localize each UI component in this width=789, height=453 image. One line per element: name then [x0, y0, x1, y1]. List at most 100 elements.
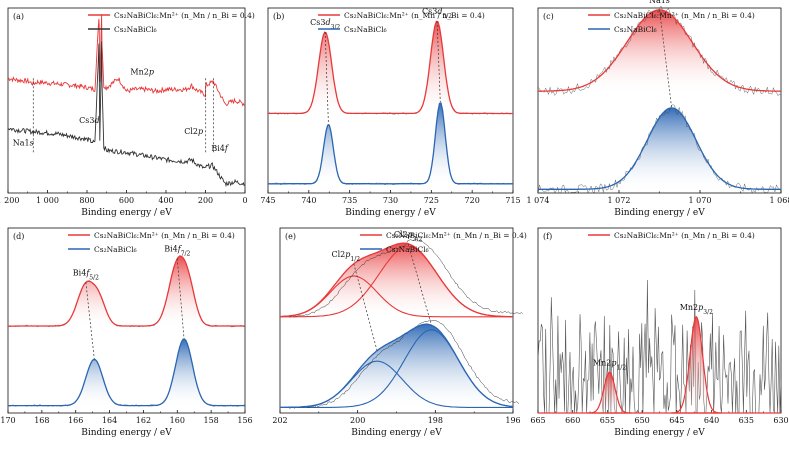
plot-frame	[7, 7, 246, 194]
x-tick-label: 156	[237, 416, 252, 425]
panel-label: (f)	[543, 232, 552, 241]
panel-1: 745 740 735 730 725 720 715 Binding energy / eV…	[260, 7, 520, 218]
x-tick-label: 198	[428, 416, 443, 425]
x-tick-label: 158	[204, 416, 219, 425]
x-axis-label: Binding energy / eV	[345, 208, 436, 218]
doped-fit-line	[538, 9, 781, 92]
x-axis-label: Binding energy / eV	[81, 428, 172, 438]
x-tick-label: 168	[34, 416, 49, 425]
peak-label: Bi4f5/2	[73, 268, 99, 281]
x-tick-label: 1 000	[36, 196, 59, 205]
x-tick-label: 202	[272, 416, 287, 425]
x-tick-label: 735	[342, 196, 357, 205]
x-tick-label: 725	[424, 196, 439, 205]
panel-label: (c)	[543, 12, 554, 21]
x-tick-label: 645	[669, 416, 684, 425]
x-tick-label: 0	[242, 196, 247, 205]
x-tick-label: 745	[260, 196, 275, 205]
panel-label: (d)	[13, 232, 24, 241]
x-tick-label: 640	[704, 416, 719, 425]
legend-doped: Cs₂NaBiCl₆:Mn²⁺ (n_Mn / n_Bi = 0.4)	[114, 11, 255, 20]
x-tick-label: 200	[350, 416, 365, 425]
x-tick-label: 1 068	[770, 196, 789, 205]
panel-3: 170 168 166 164 162 160 158 156 Binding energy /…	[0, 227, 253, 438]
peak-label: Mn2p3/2	[680, 303, 713, 316]
x-tick-label: 196	[505, 416, 520, 425]
peak-label: Cl2p	[184, 127, 203, 136]
peak-shift-guide	[436, 20, 441, 103]
plot-frame	[7, 227, 246, 414]
x-axis-label: Binding energy / eV	[81, 208, 172, 218]
legend-doped: Cs₂NaBiCl₆:Mn²⁺ (n_Mn / n_Bi = 0.4)	[94, 231, 235, 240]
peak-label: Cl2p1/2	[332, 250, 361, 263]
doped-fill	[268, 21, 513, 114]
undoped-fill	[538, 107, 781, 190]
panel-4: 202 200 198 196 Binding energy / eV (e) Cl2p1/…	[272, 227, 527, 438]
x-tick-label: 170	[0, 416, 15, 425]
legend-doped: Cs₂NaBiCl₆:Mn²⁺ (n_Mn / n_Bi = 0.4)	[614, 231, 755, 240]
peak-label: Cs3d	[79, 116, 99, 125]
x-tick-label: 1 070	[689, 196, 712, 205]
peak-label: Bi4f	[211, 144, 230, 153]
legend-undoped: Cs₂NaBiCl₆	[344, 25, 387, 34]
doped-fill	[8, 256, 245, 327]
raw-data-line	[537, 279, 782, 414]
x-tick-label: 400	[158, 196, 173, 205]
undoped-fit-line	[268, 102, 513, 185]
x-tick-label: 740	[301, 196, 316, 205]
x-axis-label: Binding energy / eV	[351, 428, 442, 438]
undoped-fill	[268, 103, 513, 184]
peak-label: Na1s	[649, 0, 670, 5]
peak-shift-guide	[324, 32, 329, 125]
plot-frame	[267, 7, 514, 194]
raw-data-line	[7, 338, 246, 407]
peak-shift-guide	[176, 258, 185, 340]
panel-2: 1 074 1 072 1 070 1 068 Binding energy / eV (…	[527, 0, 789, 218]
peak-label: Mn2p1/2	[593, 358, 626, 371]
panel-5: 665 660 655 650 645 640 635 630 Binding energy /…	[530, 227, 789, 438]
legend-doped: Cs₂NaBiCl₆:Mn²⁺ (n_Mn / n_Bi = 0.4)	[386, 231, 527, 240]
peak-label: Mn2p	[130, 67, 154, 76]
panel-label: (a)	[13, 12, 24, 21]
panel-0: 1 200 1 000 800 600 400 200 0 Binding energy / …	[0, 7, 255, 218]
doped-fit-line	[280, 242, 513, 318]
raw-data-line	[285, 319, 519, 409]
x-tick-label: 630	[773, 416, 788, 425]
peak-label: Cl2p3/2	[394, 230, 423, 243]
doped-fit-line	[8, 255, 245, 327]
legend-undoped: Cs₂NaBiCl₆	[386, 245, 429, 254]
peak-label: Bi4f7/2	[164, 245, 190, 258]
x-tick-label: 164	[102, 416, 117, 425]
x-tick-label: 166	[68, 416, 83, 425]
legend-doped: Cs₂NaBiCl₆:Mn²⁺ (n_Mn / n_Bi = 0.4)	[614, 11, 755, 20]
raw-data-line	[289, 238, 523, 318]
x-tick-label: 655	[600, 416, 615, 425]
peak-shift-guide	[85, 282, 95, 360]
x-tick-label: 200	[198, 196, 213, 205]
legend-undoped: Cs₂NaBiCl₆	[614, 25, 657, 34]
fit-peak	[671, 315, 722, 414]
x-tick-label: 800	[79, 196, 94, 205]
undoped-fit-line	[538, 107, 781, 190]
undoped-fit-line	[8, 338, 245, 407]
x-axis-label: Binding energy / eV	[614, 208, 705, 218]
x-tick-label: 665	[530, 416, 545, 425]
undoped-fill	[8, 339, 245, 406]
undoped-survey-line	[7, 41, 245, 188]
doped-fit-line	[267, 20, 513, 115]
legend-undoped: Cs₂NaBiCl₆	[114, 25, 157, 34]
panel-label: (b)	[273, 12, 284, 21]
raw-data-line	[7, 255, 246, 328]
x-tick-label: 650	[635, 416, 650, 425]
peak-label: Cs3d3/2	[310, 18, 340, 31]
x-tick-label: 1 072	[608, 196, 631, 205]
x-tick-label: 720	[465, 196, 480, 205]
undoped-fit-line	[280, 323, 514, 409]
fit-peak	[587, 371, 632, 414]
x-axis-label: Binding energy / eV	[614, 428, 705, 438]
plot-frame	[537, 227, 782, 414]
peak-shift-guide	[353, 263, 378, 351]
x-tick-label: 715	[505, 196, 520, 205]
x-tick-label: 1 074	[527, 196, 550, 205]
